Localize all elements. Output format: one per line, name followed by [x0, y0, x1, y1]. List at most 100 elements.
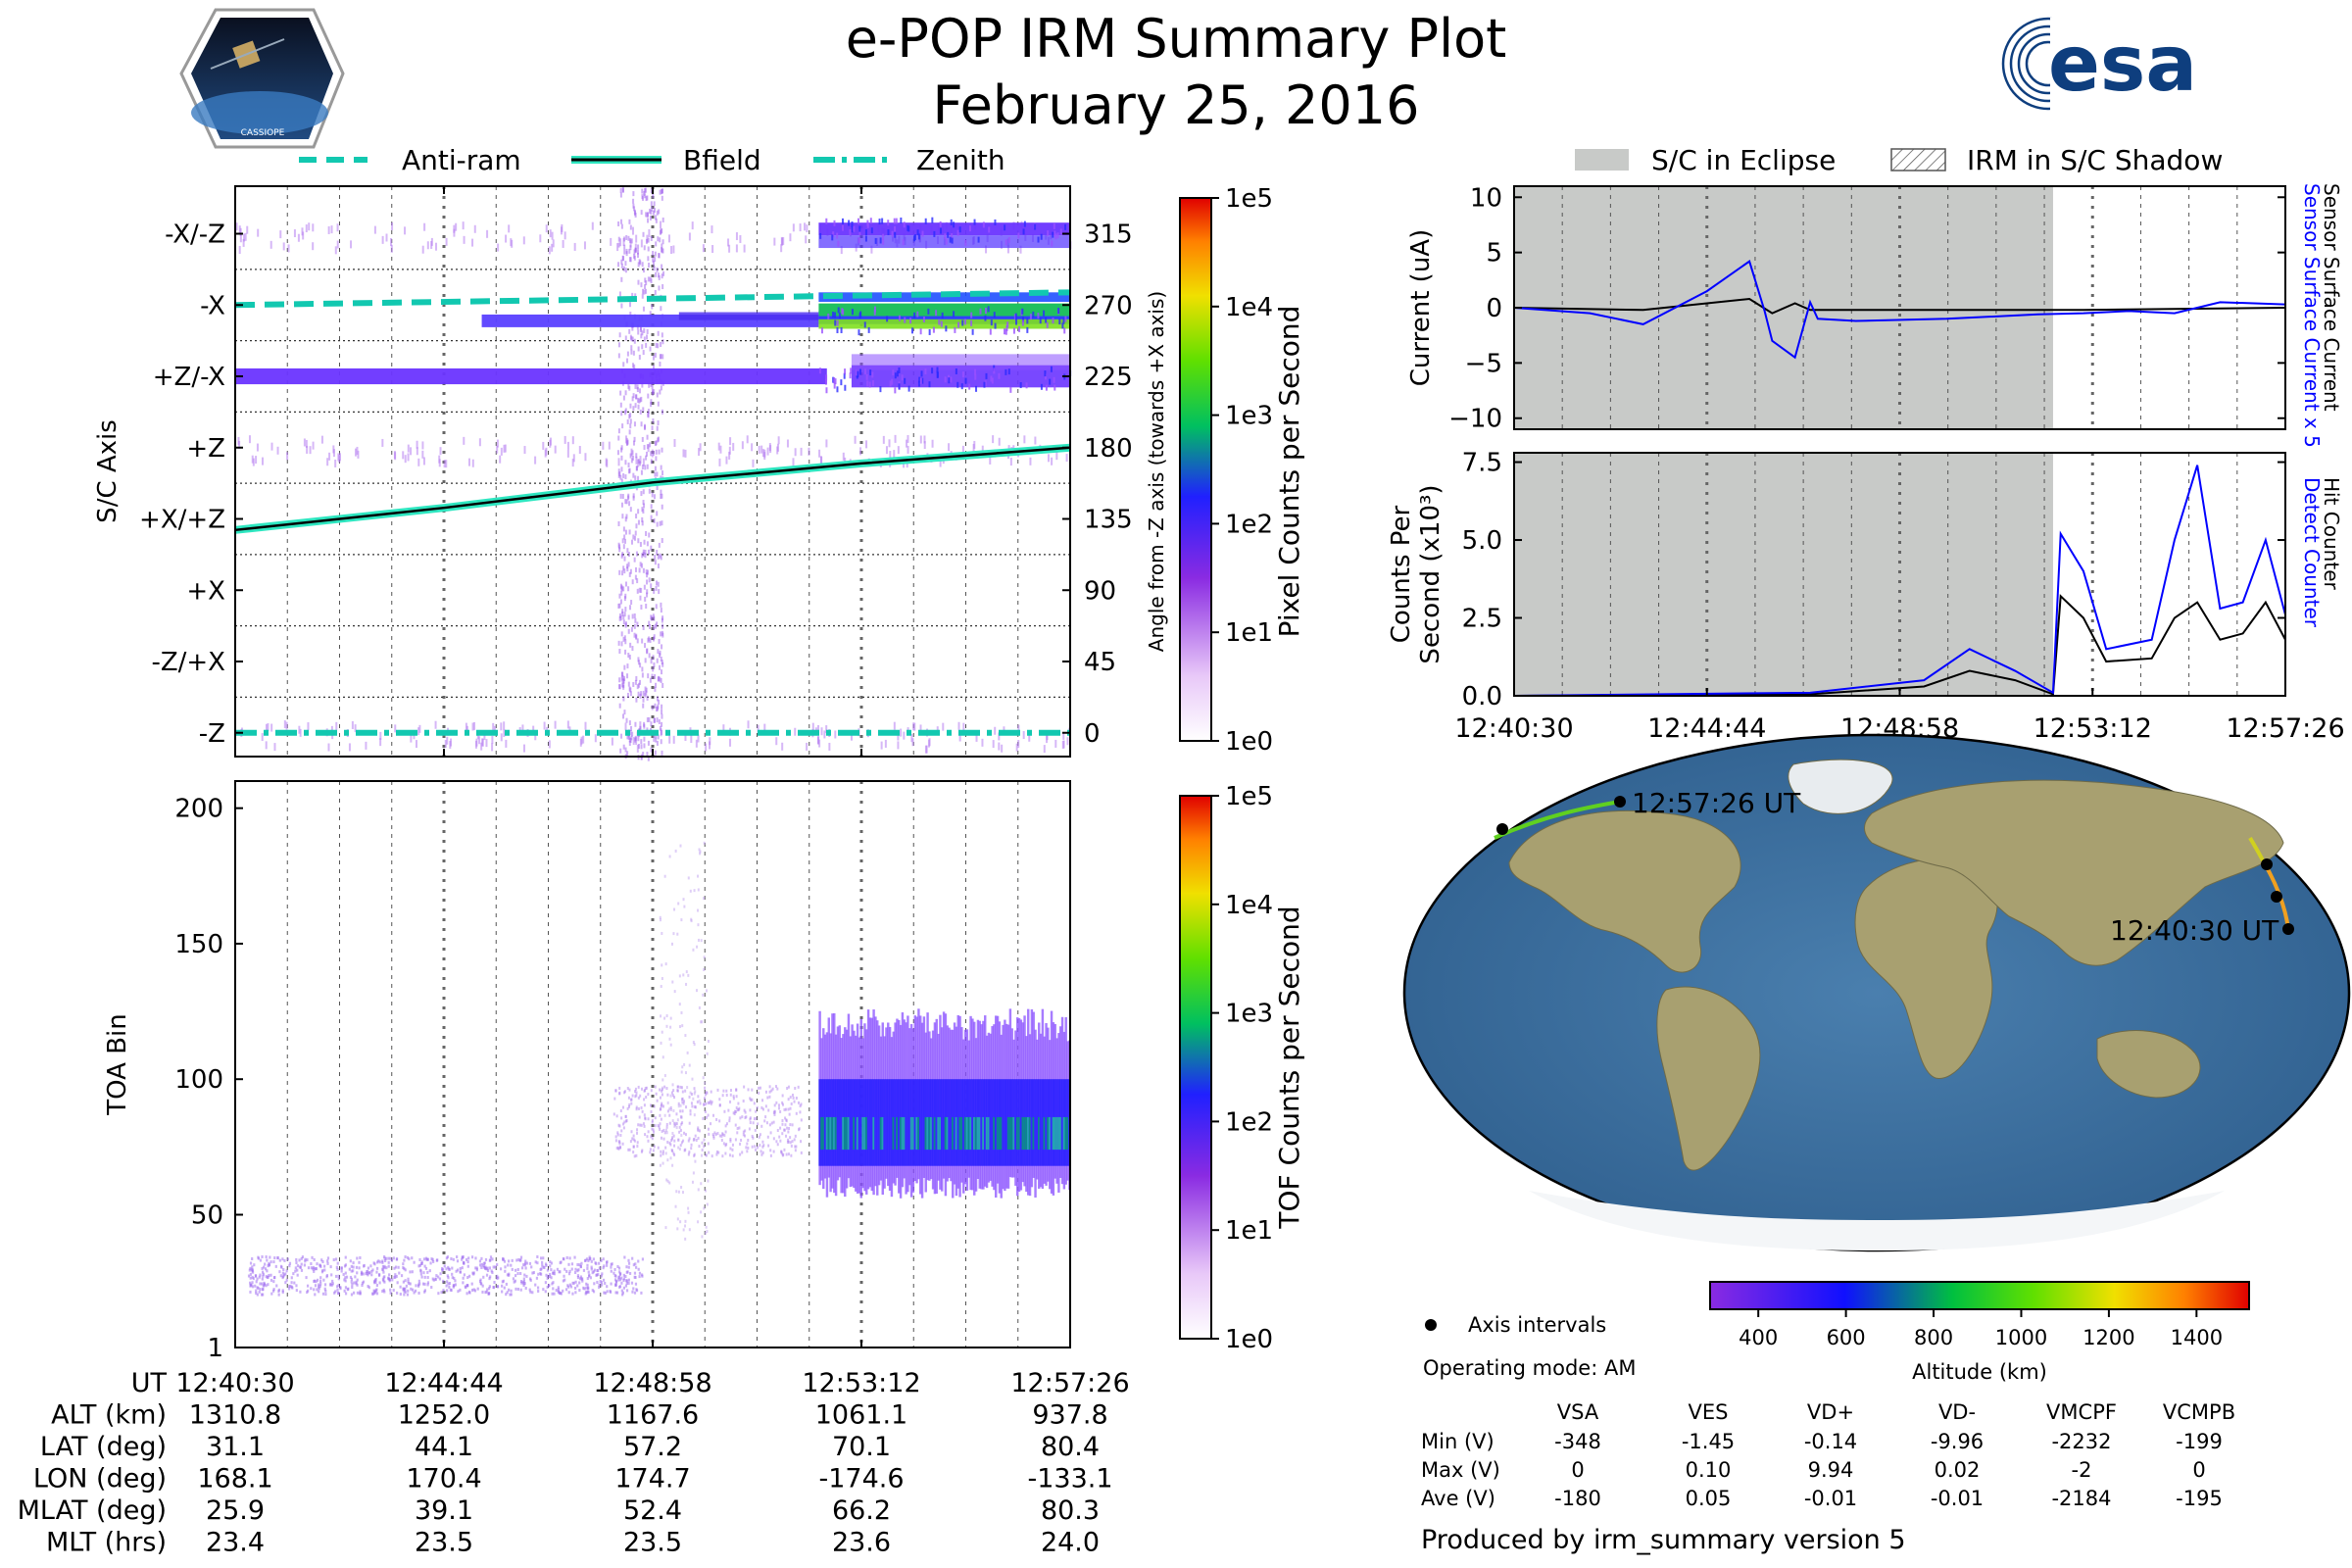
tof-count-cell — [1010, 1116, 1013, 1151]
tof-count-cell — [671, 1131, 674, 1135]
pixel-count-cell — [390, 244, 393, 253]
tof-count-cell — [666, 1158, 669, 1162]
ephemeris-cell: 44.1 — [415, 1432, 473, 1462]
tof-count-cell — [366, 1272, 368, 1276]
tof-count-cell — [514, 1268, 517, 1272]
tof-count-cell — [539, 1268, 542, 1272]
ephemeris-cell: 23.5 — [623, 1528, 682, 1558]
tof-count-cell — [866, 1079, 870, 1166]
tof-count-cell — [749, 1121, 752, 1125]
tof-count-cell — [366, 1270, 368, 1274]
pixel-count-cell — [936, 367, 939, 373]
pixel-count-cell — [956, 229, 959, 236]
pixel-count-cell — [655, 737, 658, 743]
pixel-count-cell — [632, 440, 635, 446]
pixel-count-cell — [617, 468, 620, 474]
tof-count-cell — [351, 1283, 354, 1287]
tof-count-cell — [403, 1267, 406, 1271]
tof-count-cell — [644, 1086, 647, 1090]
pixel-count-cell — [624, 261, 627, 267]
pixel-count-cell — [582, 735, 585, 744]
tof-count-cell — [659, 1088, 662, 1092]
tof-count-cell — [336, 1261, 339, 1265]
pixel-count-cell — [832, 231, 835, 238]
stats-cell: -2 — [2072, 1458, 2092, 1482]
tof-count-cell — [602, 1266, 605, 1270]
pixel-count-cell — [621, 609, 624, 614]
tof-count-cell — [825, 1116, 829, 1151]
tof-count-cell — [933, 1116, 937, 1151]
tof-count-cell — [707, 1142, 710, 1146]
tof-count-cell — [446, 1289, 449, 1293]
tof-count-cell — [315, 1266, 318, 1270]
tof-count-cell — [695, 1138, 698, 1142]
tof-count-cell — [698, 1145, 701, 1149]
tof-count-cell — [457, 1290, 460, 1294]
pixel-count-cell — [632, 493, 635, 499]
pixel-count-cell — [1061, 322, 1064, 329]
pixel-count-cell — [640, 744, 643, 750]
tof-count-cell — [772, 1150, 775, 1153]
tof-count-cell — [546, 1285, 549, 1289]
orbit-track-mid — [2248, 837, 2266, 863]
pixel-count-cell — [643, 289, 646, 295]
tof-count-cell — [677, 1146, 680, 1150]
time-tick-label: 12:40:30 — [1454, 713, 1573, 744]
tof-count-cell — [693, 889, 696, 893]
stats-cell: -2184 — [2051, 1487, 2111, 1510]
pixel-count-cell — [622, 614, 625, 620]
tof-count-cell — [442, 1279, 445, 1283]
tof-count-cell — [662, 1104, 665, 1108]
pixel-count-cell — [633, 421, 636, 427]
tof-count-cell — [281, 1257, 284, 1261]
tof-count-cell — [739, 1116, 742, 1120]
tof-count-cell — [591, 1271, 594, 1275]
tof-count-cell — [679, 1144, 682, 1148]
tof-count-cell — [478, 1259, 482, 1263]
tof-count-cell — [618, 1142, 621, 1146]
tof-count-cell — [705, 1093, 708, 1097]
pixel-count-cell — [709, 741, 711, 750]
pixel-count-cell — [647, 413, 650, 418]
ephemeris-cell: -133.1 — [1027, 1464, 1112, 1494]
pixel-count-cell — [642, 703, 645, 709]
tof-count-cell — [310, 1287, 313, 1291]
tof-count-cell — [645, 1096, 648, 1100]
pixel-count-cell — [654, 471, 657, 477]
pixel-count-cell — [618, 544, 621, 550]
tof-count-cell — [829, 1116, 832, 1151]
pixel-count-cell — [650, 188, 653, 194]
pixel-count-cell — [661, 273, 663, 279]
tof-count-cell — [576, 1263, 579, 1267]
tof-count-cell — [476, 1287, 479, 1291]
counts-ytick-label: 0.0 — [1462, 682, 1502, 711]
pixel-count-cell — [924, 218, 927, 224]
pixel-count-cell — [655, 623, 658, 629]
tof-count-cell — [717, 1151, 720, 1154]
tof-count-cell — [614, 1278, 617, 1282]
tof-count-cell — [666, 1093, 669, 1097]
pixel-count-cell — [659, 361, 662, 367]
pixel-count-cell — [416, 447, 418, 456]
pixel-count-cell — [898, 315, 901, 321]
tof-count-cell — [307, 1289, 310, 1293]
tof-count-cell — [748, 1127, 751, 1131]
tof-count-cell — [620, 1281, 623, 1285]
tof-count-cell — [545, 1263, 548, 1267]
tof-count-cell — [937, 1116, 940, 1151]
pixel-count-cell — [307, 722, 310, 731]
pixel-count-cell — [844, 368, 847, 375]
pixel-count-cell — [777, 443, 780, 452]
tof-count-cell — [529, 1278, 532, 1282]
pixel-count-cell — [646, 572, 649, 578]
tof-count-cell — [566, 1284, 569, 1288]
tof-count-cell — [673, 1121, 676, 1125]
pixel-count-cell — [624, 335, 627, 341]
pixel-count-cell — [1015, 743, 1018, 752]
pixel-count-cell — [642, 697, 645, 703]
tof-count-cell — [725, 1093, 728, 1097]
pixel-count-cell — [337, 453, 340, 462]
pixel-count-cell — [430, 237, 433, 246]
tof-count-cell — [662, 1078, 664, 1082]
tof-count-cell — [692, 1040, 695, 1044]
